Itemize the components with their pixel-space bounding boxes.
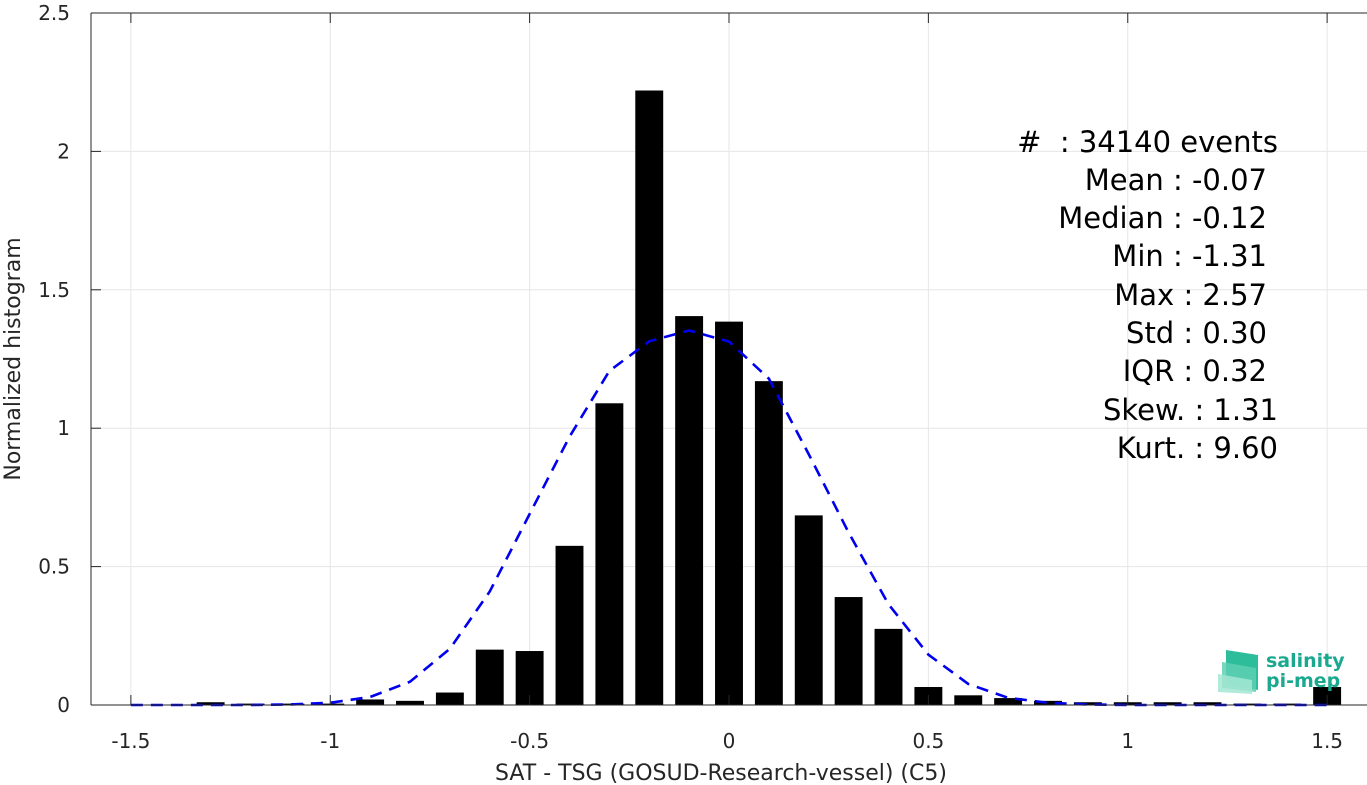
histogram-bar [356, 699, 385, 705]
logo-line1: salinity [1266, 650, 1345, 672]
y-tick-label: 1 [57, 416, 70, 440]
histogram-bar [196, 702, 225, 705]
y-tick-label: 0.5 [38, 555, 70, 579]
y-tick-label: 2 [57, 139, 70, 163]
histogram-bar [595, 403, 624, 705]
y-tick-label: 1.5 [38, 278, 70, 302]
histogram-bar [994, 698, 1023, 705]
stats-median: Median : -0.12 [1058, 201, 1267, 235]
histogram-bar [396, 700, 424, 705]
x-tick-label: 0.5 [912, 729, 944, 753]
histogram-bar [954, 695, 983, 705]
axes [90, 12, 1367, 706]
histogram-bar [555, 545, 584, 705]
stats-skew: Skew. : 1.31 [1103, 393, 1278, 427]
histogram-bar [1073, 702, 1102, 705]
histogram-bar [874, 628, 903, 705]
stats-kurt: Kurt. : 9.60 [1117, 431, 1278, 465]
wave-icon [1218, 650, 1258, 694]
stats-min: Min : -1.31 [1112, 239, 1267, 273]
histogram-bar [754, 381, 783, 705]
x-tick-label: 1 [1121, 729, 1134, 753]
histogram-bar [794, 515, 823, 705]
histogram-bar [276, 703, 305, 705]
histogram-bar [635, 90, 664, 705]
histogram-bar [1034, 700, 1062, 705]
histogram-bar [715, 321, 743, 705]
stats-max: Max : 2.57 [1114, 278, 1267, 312]
logo-line2: pi-mep [1266, 670, 1340, 692]
histogram-bar [1273, 703, 1302, 705]
stats-events: # : 34140 events [1017, 125, 1278, 159]
stats-iqr: IQR : 0.32 [1123, 354, 1267, 388]
x-tick-labels: -1.5 -1 -0.5 0 0.5 1 1.5 [111, 729, 1343, 753]
histogram-bar [435, 692, 464, 705]
histogram-bar [1153, 702, 1182, 705]
x-tick-label: -0.5 [510, 729, 549, 753]
stats-box: # : 34140 events Mean : -0.07 Median : -… [1017, 125, 1278, 465]
y-tick-labels: 0 0.5 1 1.5 2 2.5 [38, 1, 70, 717]
x-tick-label: 1.5 [1311, 729, 1343, 753]
x-tick-label: -1 [320, 729, 340, 753]
histogram-bar [675, 316, 704, 705]
histogram-bar [1193, 702, 1222, 705]
histogram-bar [236, 703, 265, 705]
salinity-pimep-logo: salinity pi-mep [1218, 650, 1345, 694]
histogram-bar [475, 649, 504, 705]
x-tick-label: -1.5 [111, 729, 150, 753]
stats-std: Std : 0.30 [1126, 316, 1267, 350]
histogram-bar [834, 597, 863, 705]
bars [196, 90, 1342, 705]
stats-mean: Mean : -0.07 [1085, 163, 1267, 197]
normal-fit-curve [130, 329, 1328, 707]
histogram-bar [1233, 703, 1262, 705]
y-tick-label: 2.5 [38, 1, 70, 25]
x-axis-title: SAT - TSG (GOSUD-Research-vessel) (C5) [495, 761, 947, 785]
x-tick-label: 0 [723, 729, 736, 753]
y-tick-label: 0 [57, 693, 70, 717]
y-axis-title: Normalized histogram [1, 237, 26, 480]
